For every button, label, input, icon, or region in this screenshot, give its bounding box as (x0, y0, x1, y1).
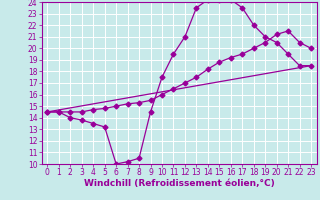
X-axis label: Windchill (Refroidissement éolien,°C): Windchill (Refroidissement éolien,°C) (84, 179, 275, 188)
